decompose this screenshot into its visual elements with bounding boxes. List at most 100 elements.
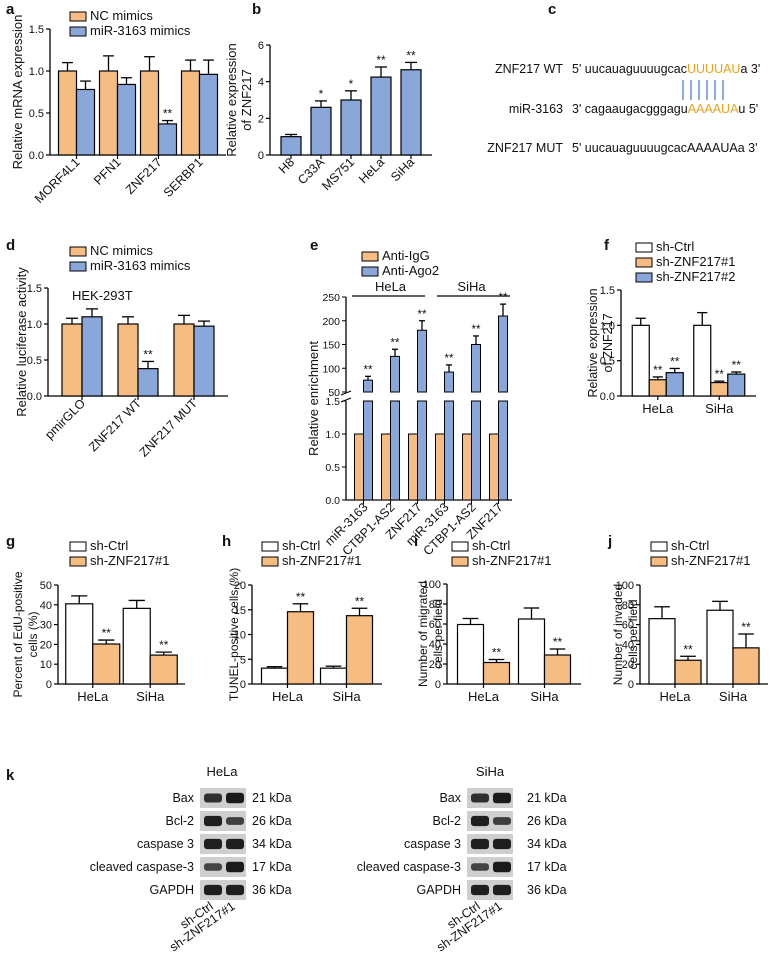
legend-swatch	[635, 242, 653, 253]
y-tick-label: 1.5	[600, 285, 615, 297]
bar	[260, 667, 289, 685]
legend-label: sh-ZNF217#1	[671, 553, 750, 568]
legend-swatch	[361, 251, 379, 262]
panel-label: k	[6, 767, 15, 784]
significance-mark: **	[163, 107, 173, 121]
y-tick-label: 0.5	[29, 108, 44, 120]
x-tick-label: HeLa	[272, 689, 304, 704]
x-tick-label: SiHa	[388, 155, 417, 184]
protein-label: Bcl-2	[433, 814, 462, 828]
x-tick-label: HeLa	[468, 689, 500, 704]
panel-label: e	[310, 237, 318, 254]
legend-label: sh-ZNF217#1	[656, 254, 735, 269]
bar	[462, 433, 472, 501]
kda-label: 34 kDa	[527, 837, 567, 851]
bar	[116, 83, 137, 156]
seq-line: 5' uucauaguuuugcacAAAAUAa 3'	[572, 141, 757, 155]
significance-mark: **	[553, 635, 563, 649]
y-tick-label: 2	[258, 113, 264, 125]
kda-label: 21 kDa	[527, 791, 567, 805]
y-tick-label: 0	[258, 150, 264, 162]
panel-g: g 0 10 20 30 40 50 Percent of EdU-positive cells…	[6, 533, 185, 704]
y-axis-label: Percent of EdU-positive	[11, 571, 25, 697]
blot-band	[204, 863, 222, 871]
blot-band	[226, 884, 244, 896]
bar	[345, 615, 374, 685]
legend-label: sh-ZNF217#1	[472, 553, 551, 568]
bar	[354, 433, 364, 501]
bar	[489, 433, 499, 501]
blot-band	[471, 815, 489, 827]
blot-band	[204, 884, 222, 896]
significance-mark: **	[406, 48, 416, 62]
significance-mark: *	[349, 77, 354, 91]
panel-label: g	[6, 533, 15, 550]
bar	[444, 400, 454, 501]
y-tick-label: 1.0	[27, 319, 42, 331]
legend-swatch	[261, 541, 279, 552]
legend-swatch	[650, 541, 668, 552]
bar	[198, 73, 219, 156]
bar	[706, 609, 734, 685]
legend-swatch	[69, 11, 87, 22]
significance-mark: **	[472, 324, 481, 336]
x-tick-label: SiHa	[530, 689, 559, 704]
bar	[732, 647, 760, 685]
bar	[390, 400, 400, 501]
legend-swatch	[69, 541, 87, 552]
y-tick-label: 4	[258, 77, 264, 89]
blot-band	[226, 817, 244, 825]
legend-label: NC mimics	[90, 243, 153, 258]
x-tick-label: pmirGLO	[42, 396, 88, 442]
seq-seed: UUUUAU	[687, 62, 740, 76]
kda-label: 17 kDa	[252, 860, 292, 874]
bar	[61, 323, 83, 397]
significance-mark: **	[296, 590, 306, 604]
legend-label: sh-Ctrl	[282, 538, 320, 553]
blot-band	[204, 838, 222, 850]
panel-label: h	[222, 533, 231, 550]
legend-label: Anti-IgG	[382, 248, 430, 263]
seq-name: ZNF217 MUT	[487, 141, 563, 155]
significance-mark: **	[732, 358, 742, 372]
legend-label: sh-Ctrl	[671, 538, 709, 553]
bar	[517, 618, 546, 685]
bar	[280, 136, 302, 156]
panel-c: c ZNF217 WT 5' uucauaguuuugcacUUUUAUa 3'…	[487, 1, 760, 155]
legend-swatch	[361, 266, 379, 277]
x-tick-label: MORF4L1	[32, 155, 83, 206]
legend-label: sh-ZNF217#1	[90, 553, 169, 568]
group-label: SiHa	[457, 279, 486, 294]
bar	[122, 607, 151, 685]
legend-swatch	[69, 26, 87, 37]
significance-mark: **	[670, 354, 680, 368]
y-tick-label: 50	[40, 580, 52, 592]
y-tick-label: 0.0	[27, 391, 42, 403]
panel-k: k HeLa Bax 21 kDa Bcl-2 26 kDa caspase 3 34 kDa…	[6, 764, 567, 954]
bar	[117, 323, 139, 397]
y-tick-label: 6	[258, 40, 264, 52]
y-tick-label: 20	[429, 659, 441, 671]
x-tick-label: ZNF217	[123, 155, 165, 197]
y-tick-label: 5	[240, 654, 246, 666]
bar	[98, 70, 119, 156]
bar	[363, 379, 373, 393]
significance-mark: **	[159, 638, 169, 652]
blot-band	[226, 792, 244, 804]
legend-swatch	[261, 556, 279, 567]
significance-mark: **	[102, 626, 112, 640]
bar	[665, 372, 684, 397]
bar	[157, 123, 178, 156]
panel-label: b	[252, 1, 261, 18]
y-tick-label: 40	[429, 639, 441, 651]
blot-band	[493, 817, 511, 825]
bar	[57, 70, 78, 156]
bar	[435, 433, 445, 501]
blot-title: HeLa	[206, 764, 238, 779]
bar	[381, 433, 391, 501]
y-tick-label: 40	[40, 600, 52, 612]
